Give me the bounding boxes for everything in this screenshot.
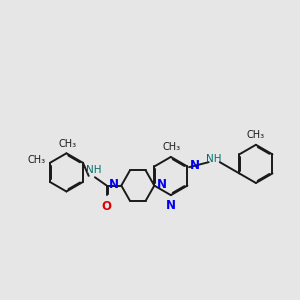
Text: N: N [109,178,118,191]
Text: N: N [190,159,200,172]
Text: O: O [102,200,112,213]
Text: NH: NH [86,165,101,175]
Text: N: N [157,178,167,191]
Text: CH₃: CH₃ [163,142,181,152]
Text: CH₃: CH₃ [247,130,265,140]
Text: N: N [166,199,176,212]
Text: CH₃: CH₃ [58,139,76,149]
Text: NH: NH [206,154,222,164]
Text: CH₃: CH₃ [27,155,45,165]
